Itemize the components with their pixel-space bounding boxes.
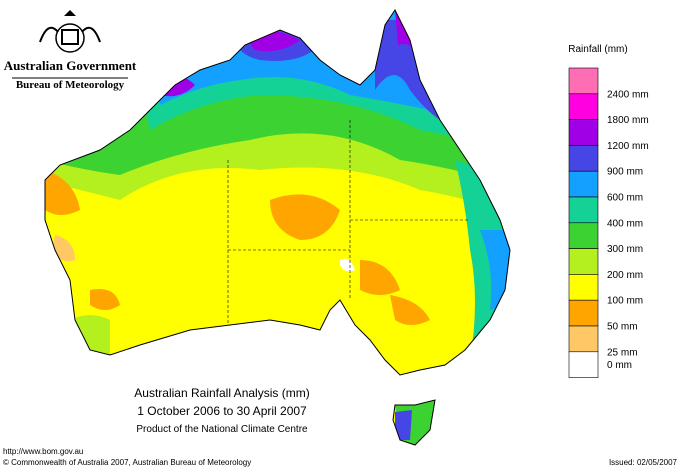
legend-swatch [568, 222, 599, 249]
legend-swatch [568, 274, 599, 301]
legend-label: 1200 mm [607, 141, 649, 152]
legend-label: 0 mm [607, 360, 632, 371]
url: http://www.bom.gov.au [3, 447, 83, 456]
legend-swatch [568, 299, 599, 327]
crest [39, 10, 101, 53]
legend-swatch [568, 325, 599, 353]
legend-label: 600 mm [607, 193, 643, 204]
legend-swatch [568, 145, 599, 172]
legend-label: 400 mm [607, 218, 643, 229]
legend-label: 25 mm [607, 347, 638, 358]
legend-label: 100 mm [607, 296, 643, 307]
copyright: © Commonwealth of Australia 2007, Austra… [3, 458, 251, 467]
caption-period: 1 October 2006 to 30 April 2007 [137, 404, 307, 418]
legend-swatch [568, 93, 599, 120]
caption-product: Product of the National Climate Centre [136, 424, 308, 435]
legend-label: 50 mm [607, 322, 638, 333]
legend: 2400 mm 1800 mm 1200 mm 900 mm 600 mm 400 mm 3… [568, 67, 649, 378]
coastline [44, 9, 511, 446]
bureau: Bureau of Meteorology [16, 79, 125, 91]
caption-title: Australian Rainfall Analysis (mm) [134, 386, 309, 400]
legend-swatch [568, 67, 599, 95]
legend-label: 300 mm [607, 244, 643, 255]
agency: Australian Government [4, 58, 137, 73]
legend-swatch [568, 351, 599, 378]
legend-label: 200 mm [607, 270, 643, 281]
legend-title: Rainfall (mm) [568, 44, 627, 55]
legend-swatch [568, 170, 599, 198]
legend-label: 1800 mm [607, 115, 649, 126]
legend-swatch [568, 248, 599, 275]
legend-swatch [568, 119, 599, 146]
issued: Issued: 02/05/2007 [609, 458, 678, 467]
legend-label: 2400 mm [607, 89, 649, 100]
legend-label: 900 mm [607, 167, 643, 178]
legend-swatch [568, 196, 599, 224]
